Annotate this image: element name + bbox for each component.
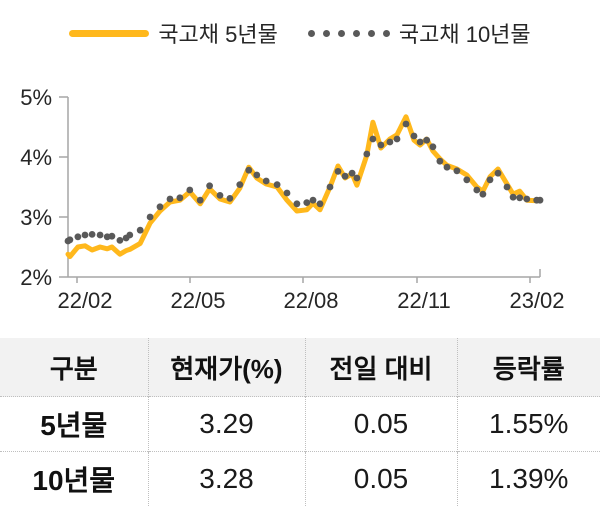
y-tick-3pct: 3% [20,205,52,230]
x-tick-2202: 22/02 [57,288,112,313]
cell-10yr-current: 3.28 [148,452,305,506]
col-header-daychange: 전일 대비 [305,338,457,397]
y-tick-5pct: 5% [20,85,52,110]
y-axis-labels: 5% 4% 3% 2% [20,85,52,290]
table-row-5yr: 5년물 3.29 0.05 1.55% [0,397,600,452]
col-header-category: 구분 [0,338,148,397]
y-tick-2pct: 2% [20,265,52,290]
col-header-changerate: 등락률 [457,338,600,397]
x-tick-2211: 22/11 [397,288,450,313]
bond-rates-table: 구분 현재가(%) 전일 대비 등락률 5년물 3.29 0.05 1.55% … [0,338,600,506]
x-axis-labels: 22/02 22/05 22/08 22/11 23/02 [57,288,564,313]
legend-line-swatch-icon [69,30,149,37]
legend-item-bond-5yr: 국고채 5년물 [69,17,278,49]
cell-5yr-current: 3.29 [148,397,305,452]
row-label-10yr: 10년물 [0,452,148,506]
line-chart-canvas: 5% 4% 3% 2% 22/02 22/05 22/08 22/11 23/0… [0,60,600,322]
x-tick-2205: 22/05 [170,288,225,313]
y-axis [59,97,68,277]
bond-yield-chart: 5% 4% 3% 2% 22/02 22/05 22/08 22/11 23/0… [0,60,600,327]
x-axis [68,269,540,283]
table-header-row: 구분 현재가(%) 전일 대비 등락률 [0,338,600,397]
x-tick-2302: 23/02 [509,288,564,313]
table-row-10yr: 10년물 3.28 0.05 1.39% [0,452,600,506]
chart-legend: 국고채 5년물 국고채 10년물 [0,14,600,52]
col-header-current: 현재가(%) [148,338,305,397]
legend-label-5yr: 국고채 5년물 [158,17,278,49]
legend-item-bond-10yr: 국고채 10년물 [308,17,531,49]
y-tick-4pct: 4% [20,145,52,170]
cell-10yr-daychange: 0.05 [305,452,457,506]
x-tick-2208: 22/08 [283,288,338,313]
legend-label-10yr: 국고채 10년물 [399,17,531,49]
cell-5yr-changerate: 1.55% [457,397,600,452]
cell-10yr-changerate: 1.39% [457,452,600,506]
row-label-5yr: 5년물 [0,397,148,452]
series-line-bond-5yr [68,117,540,257]
cell-5yr-daychange: 0.05 [305,397,457,452]
legend-dots-swatch-icon [308,30,390,37]
